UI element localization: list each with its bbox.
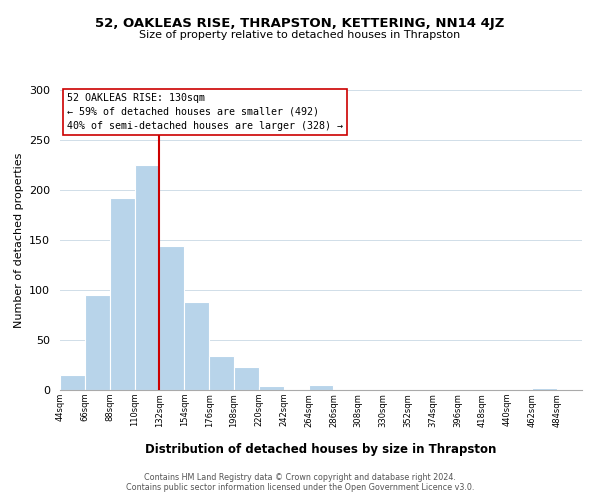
Text: Distribution of detached houses by size in Thrapston: Distribution of detached houses by size … [145, 442, 497, 456]
Text: Contains HM Land Registry data © Crown copyright and database right 2024.: Contains HM Land Registry data © Crown c… [144, 472, 456, 482]
Text: 52 OAKLEAS RISE: 130sqm
← 59% of detached houses are smaller (492)
40% of semi-d: 52 OAKLEAS RISE: 130sqm ← 59% of detache… [67, 93, 343, 131]
Text: 52, OAKLEAS RISE, THRAPSTON, KETTERING, NN14 4JZ: 52, OAKLEAS RISE, THRAPSTON, KETTERING, … [95, 18, 505, 30]
Bar [259, 386, 284, 390]
Bar [532, 388, 557, 390]
Bar [308, 385, 334, 390]
Text: Contains public sector information licensed under the Open Government Licence v3: Contains public sector information licen… [126, 484, 474, 492]
Bar [110, 198, 134, 390]
Text: Size of property relative to detached houses in Thrapston: Size of property relative to detached ho… [139, 30, 461, 40]
Y-axis label: Number of detached properties: Number of detached properties [14, 152, 23, 328]
Bar [85, 295, 110, 390]
Bar [234, 367, 259, 390]
Bar [160, 246, 184, 390]
Bar [134, 165, 160, 390]
Bar [184, 302, 209, 390]
Bar [60, 375, 85, 390]
Bar [209, 356, 234, 390]
